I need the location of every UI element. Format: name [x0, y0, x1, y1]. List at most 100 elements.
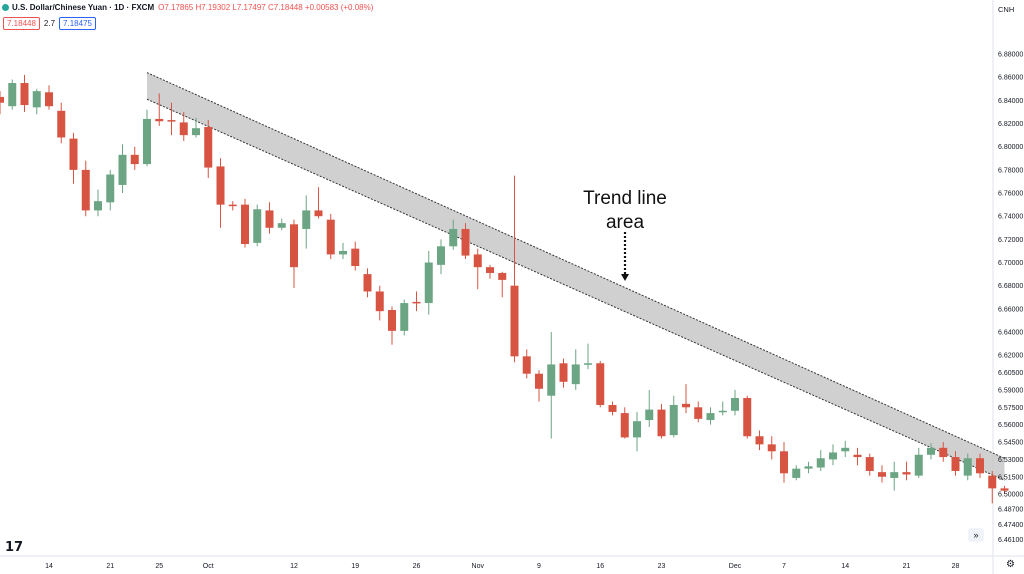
y-tick-label: 6.47400: [998, 522, 1023, 529]
candle: [424, 250, 433, 315]
market-status-icon: [2, 4, 9, 11]
candle-body: [69, 138, 78, 170]
x-tick-label: 16: [596, 563, 604, 570]
candle: [927, 443, 935, 460]
candle-body: [792, 468, 801, 478]
symbol-title[interactable]: U.S. Dollar/Chinese Yuan · 1D · FXCM: [12, 3, 155, 12]
candle: [179, 111, 188, 141]
buy-price-button[interactable]: 7.18475: [59, 17, 96, 30]
candle: [167, 102, 176, 136]
trend-line-band: [146, 72, 1005, 481]
trend-band-fill: [147, 72, 1005, 481]
candle-body: [584, 363, 592, 365]
candle-body: [241, 204, 249, 245]
x-tick-label: 12: [290, 563, 298, 570]
candle: [804, 461, 813, 474]
candle: [45, 85, 53, 110]
candle-body: [853, 454, 862, 458]
candle-body: [32, 91, 41, 108]
y-tick-label: 6.86000: [998, 75, 1023, 82]
gear-icon[interactable]: ⚙: [1006, 559, 1015, 570]
x-tick-label: 28: [952, 563, 960, 570]
candle: [265, 202, 274, 234]
candle: [277, 218, 286, 231]
candle: [633, 411, 641, 452]
candle: [645, 389, 654, 427]
candle: [571, 349, 580, 390]
candle-body: [1000, 488, 1009, 491]
candle-body: [865, 457, 874, 471]
candle: [865, 453, 874, 476]
candle-body: [620, 413, 629, 438]
x-tick-label: 21: [903, 563, 911, 570]
candle: [816, 450, 825, 471]
candle: [8, 79, 17, 110]
y-tick-label: 6.59000: [998, 387, 1023, 394]
candle: [547, 332, 556, 439]
candle-body: [841, 447, 850, 452]
candle-body: [535, 373, 543, 389]
candle-body: [363, 274, 372, 292]
trend-band-lower-line: [146, 98, 1005, 481]
candle: [351, 241, 360, 271]
candle: [498, 271, 507, 298]
price-axis[interactable]: CNH 6.88000 6.86000 6.84000 6.82000 6.80000 6.…: [998, 5, 1023, 544]
candle-body: [94, 201, 102, 211]
candle-body: [571, 364, 580, 385]
candle: [767, 436, 776, 460]
candle-body: [179, 122, 188, 136]
double-chevron-right-icon[interactable]: »: [968, 528, 984, 542]
candle: [290, 219, 298, 289]
candle: [339, 242, 347, 260]
y-tick-label: 6.72000: [998, 237, 1023, 244]
y-tick-label: 6.70000: [998, 260, 1023, 267]
candle-body: [216, 166, 225, 205]
candle-body: [902, 472, 911, 475]
candle-body: [143, 118, 151, 165]
candle: [228, 201, 237, 211]
candle-body: [596, 363, 605, 405]
x-tick-label: 21: [106, 563, 114, 570]
candle: [792, 465, 801, 481]
annotation-text: area: [606, 212, 644, 233]
currency-label: CNH: [998, 5, 1014, 14]
candle: [902, 461, 911, 481]
candle-body: [816, 458, 825, 468]
tradingview-logo-icon[interactable]: 17: [5, 540, 24, 555]
x-tick-label: 19: [351, 563, 359, 570]
candle-body: [743, 398, 752, 437]
candle-body: [633, 421, 641, 438]
candle: [841, 440, 850, 458]
candle-body: [130, 154, 139, 165]
candle-body: [228, 204, 237, 207]
chart-legend: U.S. Dollar/Chinese Yuan · 1D · FXCM O7.1…: [2, 3, 373, 12]
x-tick-label: 26: [413, 563, 421, 570]
candle: [743, 395, 752, 439]
candle-body: [118, 154, 127, 185]
candle-body: [657, 409, 666, 437]
x-tick-label: 9: [537, 563, 541, 570]
candle: [584, 343, 592, 370]
time-axis[interactable]: 14 21 25 Oct 12 19 26 Nov 9 16 23 Dec 7 14 21 28: [45, 563, 959, 570]
y-tick-label: 6.84000: [998, 98, 1023, 105]
candle-body: [388, 310, 396, 331]
candle-body: [976, 458, 984, 474]
candle-body: [277, 223, 286, 228]
candle: [388, 306, 396, 345]
candle-body: [106, 174, 115, 203]
candle: [32, 88, 41, 115]
x-tick-label: Nov: [472, 563, 485, 570]
candle: [412, 291, 421, 312]
y-tick-label: 6.54500: [998, 440, 1023, 447]
candle: [486, 264, 494, 279]
candle: [988, 470, 997, 504]
y-tick-label: 6.78000: [998, 167, 1023, 174]
candle: [706, 407, 715, 425]
candle: [130, 146, 139, 170]
candle-body: [510, 285, 519, 357]
candle: [682, 384, 690, 414]
candle: [890, 461, 899, 491]
candle: [559, 358, 568, 388]
sell-price-button[interactable]: 7.18448: [3, 17, 40, 30]
